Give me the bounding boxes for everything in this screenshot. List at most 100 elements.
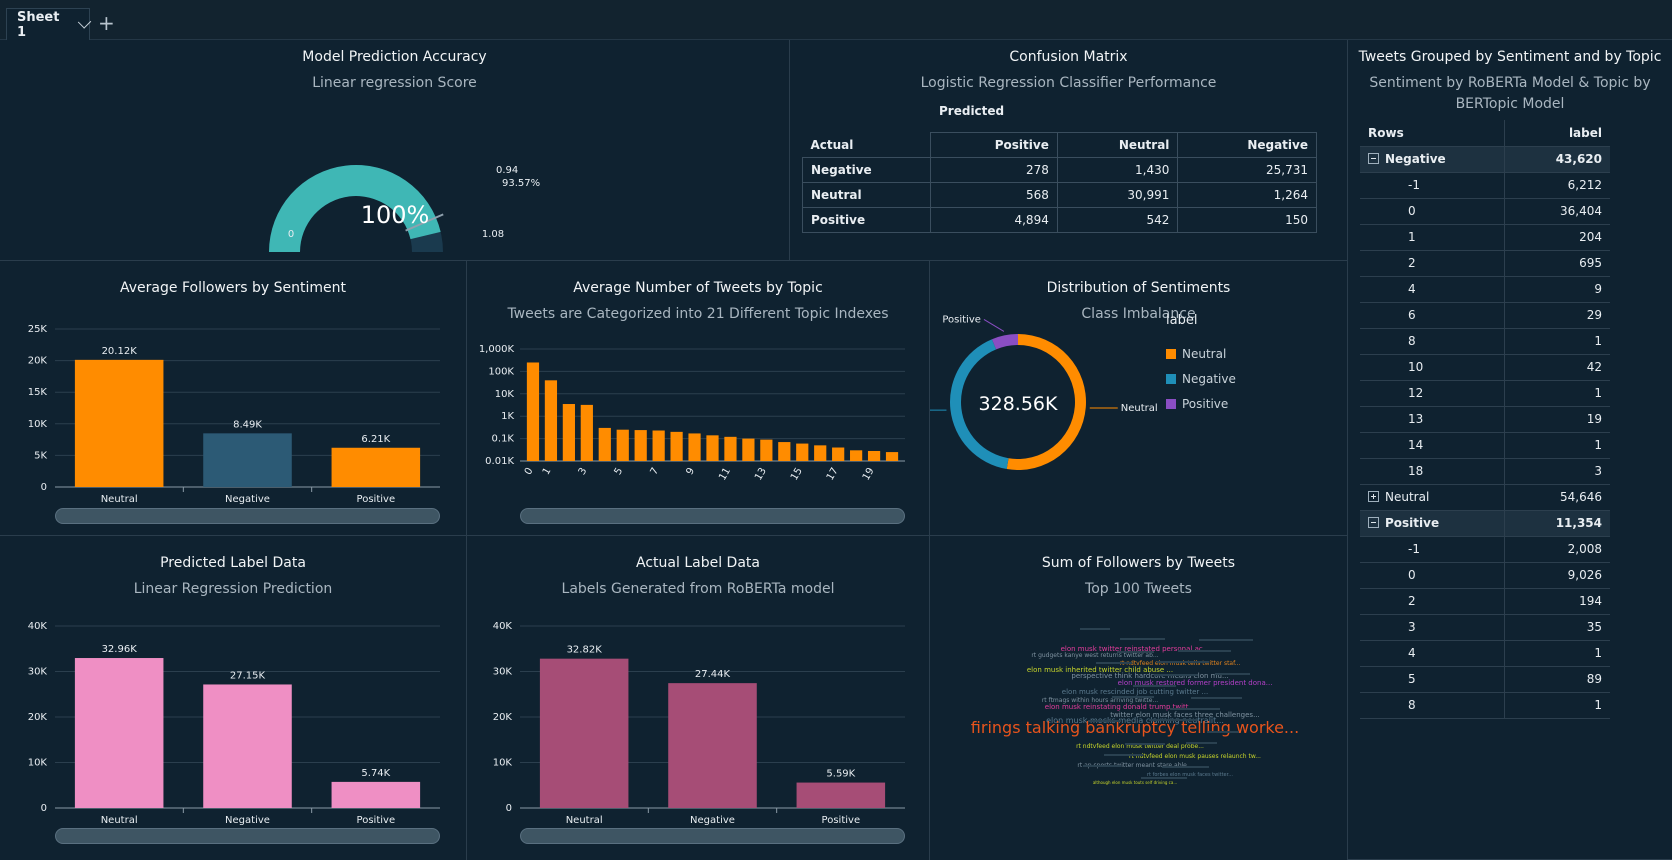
column-header: Negative [1177,132,1317,158]
pivot-table-panel[interactable]: Tweets Grouped by Sentiment and by Topic… [1348,40,1672,860]
gauge-min-label: 0 [288,229,294,240]
y-tick-label: 30K [28,667,48,678]
row-label-text: 6 [1408,308,1416,322]
sheet-tab[interactable]: Sheet 1 [6,8,92,40]
horizontal-scrollbar[interactable] [55,828,440,844]
bar [526,362,540,461]
row-label-text: 3 [1408,620,1416,634]
word-cloud-small-word [1083,765,1121,767]
bar [742,438,755,461]
pivot-sub-row: 0 36,404 [1360,198,1610,225]
gauge-chart: 100% 0 1.08 0.94 93.57% [269,164,540,252]
legend-title: label [1166,313,1197,328]
wordcloud-panel[interactable]: Sum of Followers by Tweets Top 100 Tweet… [930,536,1348,860]
horizontal-scrollbar[interactable] [520,508,905,524]
pivot-sub-row: 13 19 [1360,406,1610,433]
predicted-axis-label: Predicted [939,104,1005,118]
bar [539,658,629,808]
word-cloud-word: rt ndtvfeed elon musk pauses relaunch tw… [1129,753,1261,760]
row-label-text: 1 [1408,230,1416,244]
add-sheet-button[interactable]: + [98,11,115,35]
word-cloud-small-word [1088,720,1121,722]
row-value: 35 [1504,614,1610,641]
bar [832,447,845,461]
row-value: 43,620 [1504,146,1610,173]
x-tick-label: Neutral [101,494,138,505]
word-cloud-small-word [1149,719,1198,721]
word-cloud: elon musk twitter reinstated personal ac… [971,628,1299,785]
donut-slice [991,334,1018,350]
topics-chart-panel[interactable]: Average Number of Tweets by Topic Tweets… [467,261,930,536]
followers-chart-panel[interactable]: Average Followers by Sentiment 0 5K 10K 15K… [0,261,467,536]
horizontal-scrollbar[interactable] [520,828,905,844]
y-tick-label: 40K [493,621,513,632]
legend-label: Negative [1182,372,1236,386]
word-cloud-small-word [1125,743,1165,745]
pivot-sub-row: 18 3 [1360,458,1610,485]
predicted-chart-panel[interactable]: Predicted Label Data Linear Regression P… [0,536,467,860]
pivot-sub-row: 14 1 [1360,432,1610,459]
y-tick-label: 15K [28,387,48,398]
y-tick-label: 10K [28,419,48,430]
y-tick-label: 30K [493,667,513,678]
actual-chart-panel[interactable]: Actual Label Data Labels Generated from … [467,536,930,860]
pivot-group-row[interactable]: Positive 11,354 [1360,510,1610,537]
pivot-group-row[interactable]: Negative 43,620 [1360,146,1610,173]
data-label: 6.21K [361,434,390,445]
row-label: Negative [1360,146,1505,173]
word-cloud-small-word [1199,639,1253,641]
y-tick-label: 10K [28,758,48,769]
x-tick-label: Positive [357,494,396,505]
x-tick-label: Negative [225,494,270,505]
row-label-text: -1 [1408,178,1420,192]
word-cloud-small-word [1112,696,1154,698]
data-label: 8.49K [233,419,262,430]
pivot-group-row[interactable]: Neutral 54,646 [1360,484,1610,511]
gauge-max-label: 1.08 [482,229,504,240]
row-value: 6,212 [1504,172,1610,199]
row-label: 0 [1360,562,1505,589]
panel-title: Predicted Label Data [160,555,306,571]
slice-label: Positive [942,314,981,325]
row-value: 1 [1504,380,1610,407]
row-value: 1 [1504,432,1610,459]
x-tick-label: 13 [753,466,769,483]
row-value: 1 [1504,328,1610,355]
y-tick-label: 1,000K [479,344,515,355]
data-label: 27.44K [695,669,731,680]
x-tick-label: 7 [649,466,662,477]
y-tick-label: 40K [28,621,48,632]
pivot-sub-row: 1 204 [1360,224,1610,251]
bar [616,429,629,461]
sentiment-donut-chart: Neutral Negative Positive 328.56K label Neutr… [930,313,1236,470]
collapse-icon[interactable] [1368,153,1379,164]
x-tick-label: Positive [822,815,861,826]
y-tick-label: 100K [488,366,514,377]
word-cloud-small-word [1117,651,1154,653]
row-label: 4 [1360,640,1505,667]
row-value: 9 [1504,276,1610,303]
confusion-matrix-panel[interactable]: Confusion Matrix Logistic Regression Cla… [790,40,1348,261]
chevron-down-icon[interactable] [77,15,92,29]
row-value: 19 [1504,406,1610,433]
x-tick-label: Neutral [101,815,138,826]
panel-title: Model Prediction Accuracy [302,49,487,65]
x-tick-label: 1 [541,466,554,477]
pivot-sub-row: -1 2,008 [1360,536,1610,563]
gauge-panel[interactable]: Model Prediction Accuracy Linear regress… [0,40,790,261]
collapse-icon[interactable] [1368,517,1379,528]
bar [580,404,593,461]
bar [814,445,827,461]
gauge-target-marker [405,213,444,232]
expand-icon[interactable] [1368,491,1379,502]
row-label: 0 [1360,198,1505,225]
horizontal-scrollbar[interactable] [55,508,440,524]
distribution-chart-panel[interactable]: Distribution of Sentiments Class Imbalan… [930,261,1348,536]
word-cloud-small-word [1120,638,1165,640]
y-tick-label: 5K [34,450,47,461]
gauge-target-label: 0.94 [496,165,518,176]
table-cell: 568 [930,182,1058,208]
row-label-text: 4 [1408,282,1416,296]
panel-title: Tweets Grouped by Sentiment and by Topic [1358,49,1662,65]
